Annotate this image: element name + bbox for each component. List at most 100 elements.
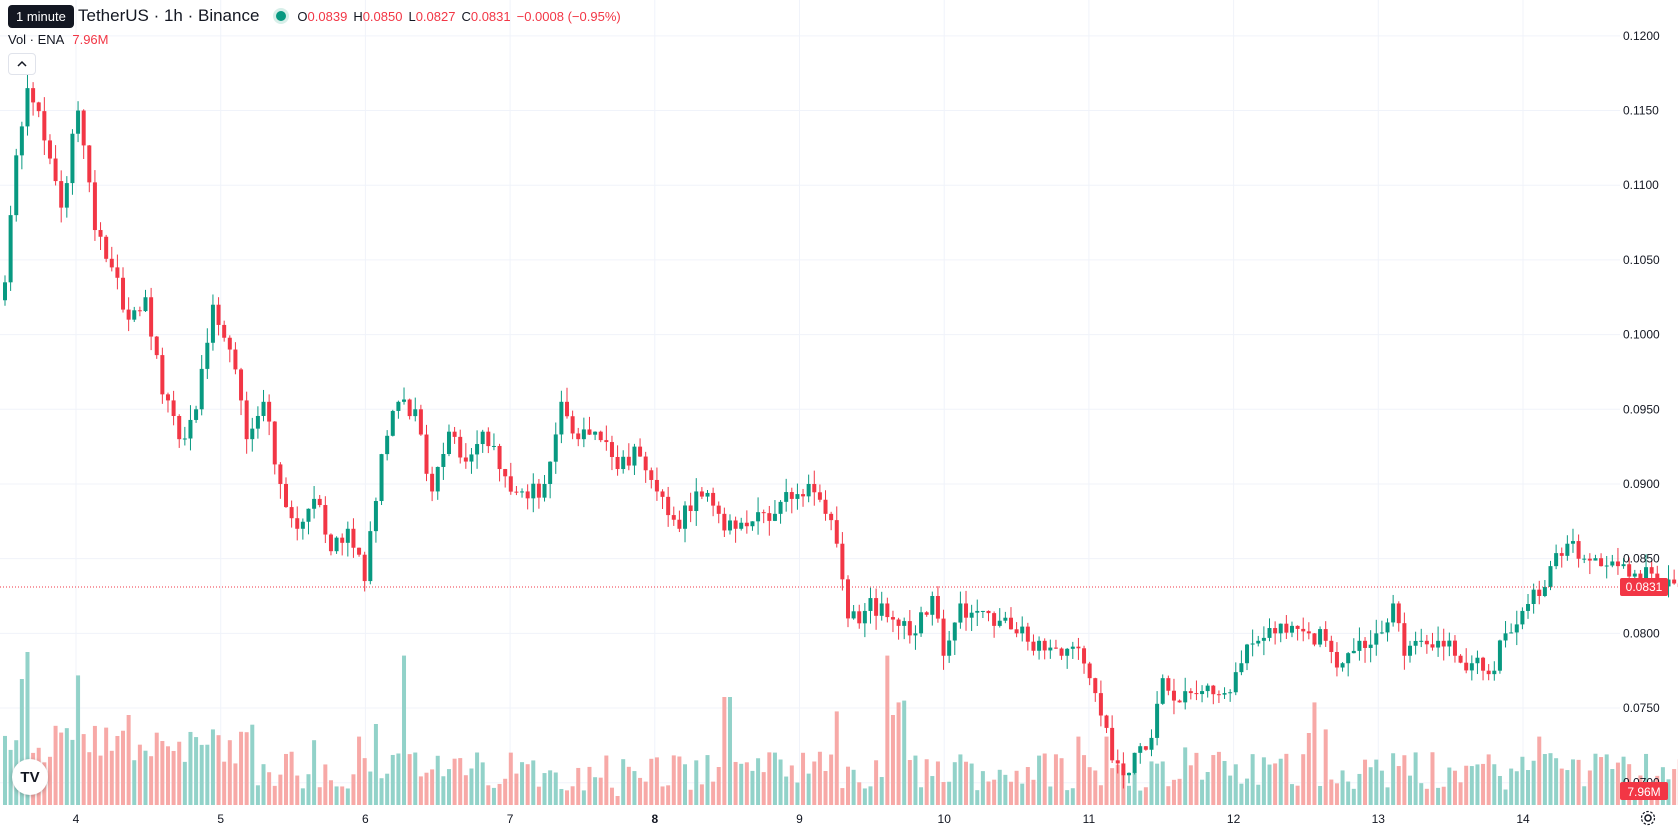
- volume-last-label: 7.96M: [1620, 782, 1668, 800]
- volume-bar: [1357, 774, 1361, 805]
- candle-body: [481, 432, 485, 444]
- last-price-label-text: 0.0831: [1626, 580, 1663, 594]
- volume-bar: [1453, 771, 1457, 805]
- candle-body: [290, 507, 294, 518]
- candle-body: [1234, 672, 1238, 692]
- candle-body: [627, 457, 631, 466]
- candle-body: [1487, 671, 1491, 674]
- volume-bar: [1262, 757, 1266, 805]
- candle-body: [874, 598, 878, 616]
- candle-body: [233, 350, 237, 370]
- volume-bar: [706, 755, 710, 805]
- candle-body: [644, 457, 648, 471]
- candle-body: [408, 400, 412, 417]
- volume-bar: [228, 740, 232, 805]
- volume-bar: [790, 765, 794, 805]
- candle-body: [340, 538, 344, 543]
- volume-bar: [773, 753, 777, 805]
- volume-bar: [621, 759, 625, 805]
- volume-bar: [779, 760, 783, 805]
- volume-bar: [1189, 765, 1193, 805]
- candle-body: [1262, 638, 1266, 641]
- logo-text: TV: [20, 769, 39, 786]
- candle-body: [295, 518, 299, 529]
- y-tick-label: 0.0850: [1623, 552, 1660, 566]
- volume-bar: [1329, 780, 1333, 805]
- candle-body: [200, 369, 204, 409]
- volume-bar: [1172, 780, 1176, 805]
- volume-bar: [1105, 737, 1109, 805]
- candle-body: [970, 613, 974, 618]
- candle-body: [1459, 656, 1463, 663]
- candle-body: [520, 491, 524, 492]
- volume-bar: [363, 758, 367, 805]
- candle-body: [76, 111, 80, 134]
- collapse-legend-button[interactable]: [8, 53, 36, 75]
- volume-bar: [610, 788, 614, 805]
- candle-body: [1397, 603, 1401, 623]
- volume-bar: [335, 786, 339, 805]
- candle-body: [1380, 632, 1384, 633]
- volume-bar: [683, 764, 687, 805]
- volume-value: 7.96M: [72, 32, 108, 47]
- volume-bar: [739, 764, 743, 805]
- candle-body: [1312, 633, 1316, 644]
- candle-body: [1144, 746, 1148, 750]
- symbol-title[interactable]: TetherUS · 1h · Binance: [78, 6, 259, 26]
- price-axis[interactable]: 0.07000.07500.08000.08500.09000.09500.10…: [1623, 29, 1660, 790]
- volume-bar: [70, 740, 74, 805]
- candle-body: [492, 446, 496, 447]
- volume-bar: [992, 780, 996, 805]
- candle-body: [824, 500, 828, 514]
- candle-body: [436, 467, 440, 491]
- candle-body: [801, 494, 805, 496]
- volume-bar: [1144, 787, 1148, 805]
- symbol-legend[interactable]: TetherUS · 1h · Binance O0.0839 H0.0850 …: [78, 6, 627, 26]
- volume-bar: [391, 755, 395, 805]
- candle-body: [964, 603, 968, 617]
- candle-body: [880, 603, 884, 615]
- candle-body: [599, 432, 603, 440]
- candle-body: [767, 513, 771, 521]
- candle-body: [840, 544, 844, 580]
- candle-body: [1071, 647, 1075, 649]
- volume-bar: [936, 761, 940, 805]
- volume-bar: [604, 756, 608, 805]
- market-status-dot: [273, 8, 289, 24]
- volume-bar: [312, 740, 316, 805]
- volume-bar: [1610, 769, 1614, 805]
- candle-body: [419, 409, 423, 434]
- candle-body: [239, 369, 243, 400]
- volume-bar: [1425, 789, 1429, 805]
- volume-bar: [1532, 761, 1536, 805]
- candle-body: [1105, 716, 1109, 728]
- volume-bar: [1048, 787, 1052, 805]
- x-tick-label: 6: [362, 812, 369, 826]
- volume-bar: [1110, 768, 1114, 805]
- gear-icon[interactable]: [1640, 810, 1656, 831]
- tradingview-logo-icon[interactable]: TV: [12, 759, 48, 795]
- candle-body: [587, 429, 591, 434]
- candle-body: [1453, 641, 1457, 656]
- candle-body: [211, 305, 215, 343]
- volume-bar: [48, 757, 52, 805]
- candle-body: [402, 400, 406, 402]
- candle-body: [357, 548, 361, 555]
- volume-bar: [205, 745, 209, 805]
- volume-bar: [1346, 782, 1350, 805]
- candle-body: [464, 457, 468, 461]
- volume-bar: [672, 755, 676, 805]
- volume-bar: [1577, 760, 1581, 805]
- volume-bar: [149, 756, 153, 805]
- candle-body: [1549, 566, 1553, 587]
- candle-body: [543, 484, 547, 498]
- volume-bar: [509, 753, 513, 805]
- candle-body: [537, 484, 541, 498]
- candle-body: [1256, 641, 1260, 644]
- candle-body: [1324, 629, 1328, 641]
- candle-body: [115, 267, 119, 277]
